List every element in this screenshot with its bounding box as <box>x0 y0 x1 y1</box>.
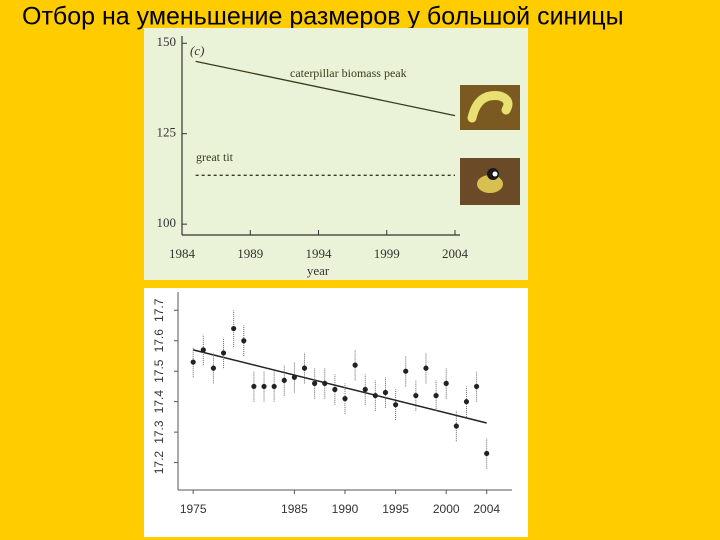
x-tick-label: 1994 <box>306 246 333 261</box>
data-point <box>443 380 449 386</box>
data-point <box>332 386 338 393</box>
x-axis-label: year <box>307 263 330 278</box>
y-tick-label: 125 <box>157 125 177 140</box>
x-tick-label: 1990 <box>332 502 359 516</box>
bottom-panel <box>144 288 528 537</box>
data-point <box>473 383 480 390</box>
y-tick-label: 17.2 <box>152 451 166 475</box>
data-point <box>463 399 470 405</box>
x-tick-label: 2000 <box>433 502 460 516</box>
data-point <box>200 347 206 353</box>
trend-line <box>193 349 487 424</box>
slide-title: Отбор на уменьшение размеров у большой с… <box>22 3 624 31</box>
x-tick-label: 2004 <box>442 246 469 261</box>
data-point <box>433 392 439 399</box>
y-tick-label: 17.4 <box>152 390 166 414</box>
y-tick-label: 150 <box>157 34 177 49</box>
data-point <box>210 365 217 371</box>
x-tick-label: 1999 <box>374 246 400 261</box>
y-tick-label: 17.7 <box>152 298 166 322</box>
data-point <box>393 402 399 408</box>
data-point <box>423 365 429 371</box>
series-label: caterpillar biomass peak <box>290 66 407 80</box>
x-tick-label: 1985 <box>281 502 308 516</box>
x-tick-label: 2004 <box>473 502 500 516</box>
caterpillar-photo <box>460 85 520 130</box>
x-tick-label: 1995 <box>382 502 409 516</box>
data-point <box>241 338 247 344</box>
data-point <box>403 368 409 374</box>
series-line <box>195 60 456 117</box>
data-point <box>382 389 389 396</box>
panel-label: (c) <box>190 43 204 58</box>
data-point <box>220 350 227 356</box>
data-point <box>453 423 459 429</box>
data-point <box>312 380 318 386</box>
top-panel <box>144 28 528 280</box>
x-tick-label: 1984 <box>169 246 196 261</box>
data-point <box>271 383 277 390</box>
series-label: great tit <box>196 150 234 164</box>
y-tick-label: 100 <box>157 215 177 230</box>
y-tick-label: 17.5 <box>152 359 166 383</box>
data-point <box>413 392 419 399</box>
data-point <box>281 377 287 383</box>
data-point <box>190 359 196 365</box>
x-tick-label: 1989 <box>237 246 263 261</box>
data-point <box>484 450 490 457</box>
data-point <box>322 380 328 386</box>
data-point <box>342 396 348 402</box>
data-point <box>231 325 237 332</box>
data-point <box>362 386 368 393</box>
bird-photo <box>460 158 520 205</box>
data-point <box>352 362 358 368</box>
y-tick-label: 17.3 <box>152 420 166 444</box>
data-point <box>291 374 297 380</box>
data-point <box>301 365 308 371</box>
data-point <box>251 383 257 390</box>
data-point <box>372 392 378 399</box>
y-tick-label: 17.6 <box>152 329 166 353</box>
x-tick-label: 1975 <box>180 502 207 516</box>
data-point <box>261 383 267 390</box>
